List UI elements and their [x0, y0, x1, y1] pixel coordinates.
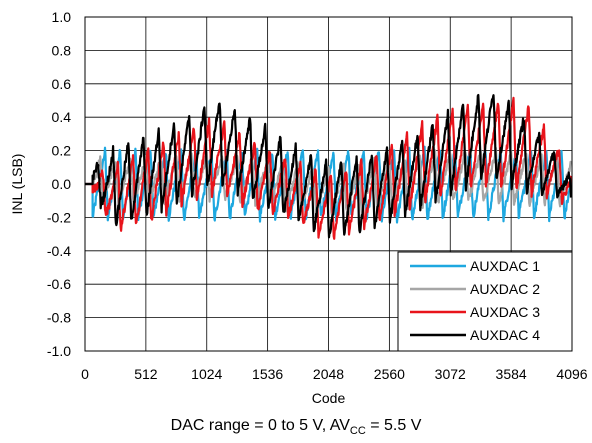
x-axis-label: Code: [312, 390, 346, 406]
chart-traces: [85, 93, 573, 240]
caption-text: DAC range = 0 to 5 V, AV: [170, 417, 350, 434]
y-axis-label: INL (LSB): [9, 154, 25, 215]
y-tick-label: -0.8: [47, 310, 71, 326]
y-tick-label: 0.8: [52, 42, 72, 58]
caption-tail: = 5.5 V: [365, 417, 422, 434]
y-tick-label: 0.6: [52, 76, 72, 92]
chart-legend: AUXDAC 1 AUXDAC 2 AUXDAC 3 AUXDAC 4: [397, 251, 573, 352]
y-tick-label: -0.2: [47, 209, 71, 225]
y-tick-label: 0.0: [52, 176, 72, 192]
x-tick-label: 2560: [374, 366, 405, 382]
series-line-1: [85, 145, 573, 224]
legend-label: AUXDAC 1: [470, 258, 540, 274]
y-tick-label: 1.0: [52, 9, 72, 25]
series-line-3: [85, 96, 573, 240]
x-tick-label: 1024: [191, 366, 222, 382]
inl-chart: 1.0 0.8 0.6 0.4 0.2 0.0 -0.2 -0.4 -0.6 -0.8 -1.0 0…: [9, 9, 588, 406]
legend-label: AUXDAC 2: [470, 281, 540, 297]
x-tick-label: 0: [81, 366, 89, 382]
x-tick-label: 2048: [313, 366, 344, 382]
plot-frame: [84, 16, 573, 352]
chart-caption: DAC range = 0 to 5 V, AVCC = 5.5 V: [0, 416, 592, 441]
y-tick-labels: 1.0 0.8 0.6 0.4 0.2 0.0 -0.2 -0.4 -0.6 -0.8 -1.0: [47, 9, 71, 359]
series-line-4: [85, 93, 573, 239]
y-tick-label: -0.4: [47, 243, 71, 259]
legend-label: AUXDAC 4: [470, 327, 540, 343]
legend-label: AUXDAC 3: [470, 304, 540, 320]
x-tick-label: 1536: [252, 366, 283, 382]
y-tick-label: -1.0: [47, 343, 71, 359]
y-tick-label: 0.4: [52, 109, 72, 125]
x-tick-label: 3584: [496, 366, 527, 382]
x-tick-label: 3072: [435, 366, 466, 382]
x-tick-label: 4096: [556, 366, 587, 382]
y-tick-label: 0.2: [52, 143, 72, 159]
caption-subscript: CC: [349, 425, 366, 438]
x-tick-label: 512: [134, 366, 158, 382]
x-tick-labels: 0 512 1024 1536 2048 2560 3072 3584 4096: [81, 366, 588, 382]
y-tick-label: -0.6: [47, 276, 71, 292]
